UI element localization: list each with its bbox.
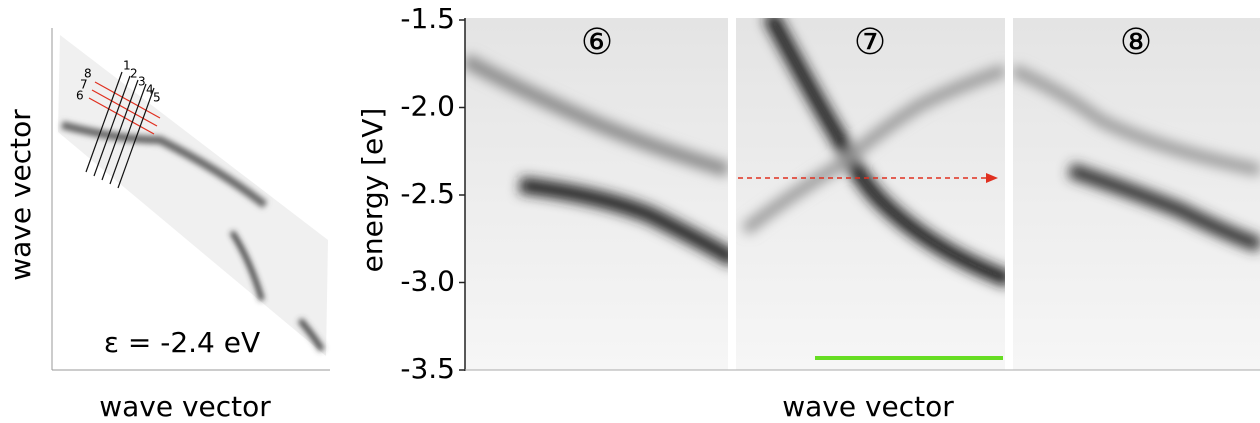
y-tick-label: -3.0 <box>400 265 455 298</box>
cut-label: 2 <box>130 67 138 81</box>
cut-lines-red <box>88 81 161 135</box>
panel-image <box>1013 18 1260 370</box>
map-strip <box>58 35 328 356</box>
cut-label: 6 <box>76 89 84 103</box>
cut-lines-black <box>85 71 155 189</box>
y-tick-label: -3.5 <box>400 352 455 385</box>
cut-label: 7 <box>80 78 88 92</box>
annotation: ε = -2.4 eV <box>104 326 260 359</box>
panel-label: ⑧ <box>1120 22 1152 63</box>
cut-label: 4 <box>146 83 154 97</box>
panel-image <box>465 18 728 370</box>
panel-image <box>736 18 1005 370</box>
right-panels: ⑥ ⑦ ⑧ energy [eV] wave vector <box>356 18 1260 423</box>
panel-label: ⑦ <box>854 22 886 63</box>
map-features <box>60 121 325 352</box>
cut-label: 5 <box>153 91 161 105</box>
y-tick-label: -2.5 <box>400 177 455 210</box>
x-axis-label: wave vector <box>99 390 271 423</box>
arrow-head <box>986 173 998 183</box>
y-axis-label: wave vector <box>4 109 37 281</box>
x-axis-label: wave vector <box>782 390 954 423</box>
y-tick-label: -2.0 <box>400 90 455 123</box>
cut-label: 3 <box>138 75 146 89</box>
panel-label: ⑥ <box>581 22 613 63</box>
left-panel: 1 2 3 4 5 6 7 8 ε = -2.4 eV wave vector … <box>4 28 330 423</box>
y-axis-label: energy [eV] <box>356 108 389 273</box>
cut-label: 1 <box>123 59 131 73</box>
y-tick-label: -1.5 <box>400 2 455 35</box>
cut-label: 8 <box>84 67 92 81</box>
